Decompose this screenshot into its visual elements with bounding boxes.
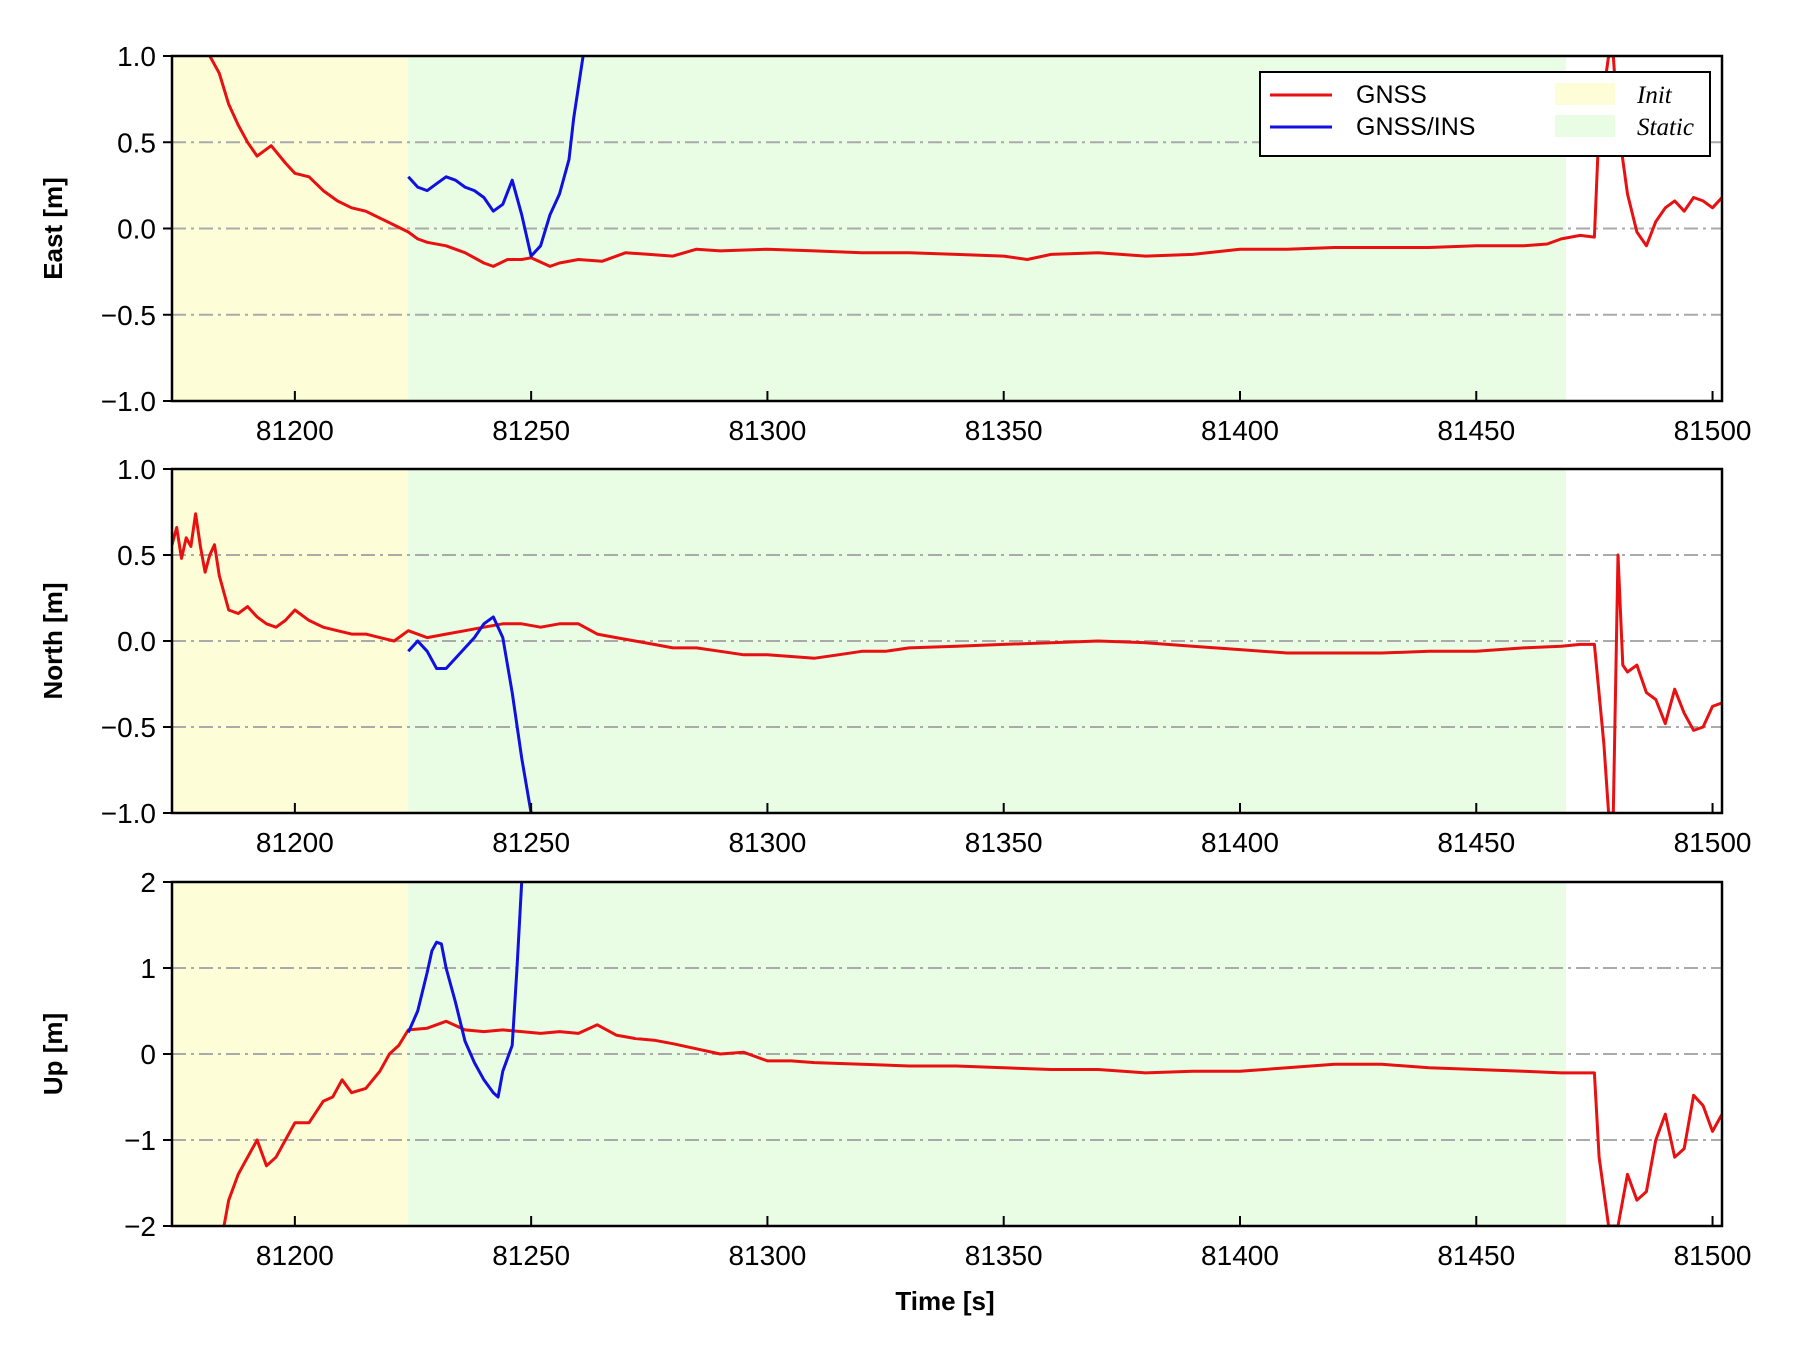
legend-label-gnss-ins: GNSS/INS <box>1356 113 1475 141</box>
legend-label-static: Static <box>1637 114 1694 141</box>
series-group <box>208 56 1722 268</box>
x-tick-label: 81400 <box>1201 415 1279 446</box>
x-tick-label: 81250 <box>492 1240 570 1271</box>
x-tick-label: 81400 <box>1201 827 1279 858</box>
x-tick-label: 81450 <box>1437 415 1515 446</box>
y-axis-label: East [m] <box>38 177 68 280</box>
series-line-gnss <box>208 56 1722 268</box>
series-line-gnss <box>222 1019 1722 1226</box>
legend-box <box>1259 71 1711 157</box>
y-axis-label: Up [m] <box>38 1013 68 1095</box>
y-tick-label: 0.5 <box>117 127 156 158</box>
x-tick-label: 81300 <box>728 827 806 858</box>
series-line-gnss-ins <box>407 56 585 258</box>
y-tick-label: −0.5 <box>101 300 156 331</box>
y-tick-label: −0.5 <box>101 712 156 743</box>
x-tick-label: 81500 <box>1674 827 1752 858</box>
x-tick-label: 81350 <box>965 1240 1043 1271</box>
x-tick-label: 81300 <box>728 1240 806 1271</box>
y-tick-label: −1.0 <box>101 386 156 417</box>
series-line-gnss-ins <box>406 882 524 1099</box>
series-group <box>172 512 1722 813</box>
x-tick-label: 81500 <box>1674 415 1752 446</box>
x-tick-label: 81350 <box>965 415 1043 446</box>
x-tick-label: 81200 <box>256 1240 334 1271</box>
legend-label-init: Init <box>1636 82 1673 109</box>
legend: GNSS GNSS/INS Init Static <box>1259 71 1711 157</box>
y-axis-label: North [m] <box>38 583 68 700</box>
y-tick-label: 1.0 <box>117 454 156 485</box>
y-tick-label: −2 <box>124 1211 156 1242</box>
x-tick-label: 81200 <box>256 827 334 858</box>
x-tick-label: 81250 <box>492 415 570 446</box>
legend-swatch-init <box>1555 83 1615 105</box>
y-tick-label: 0.0 <box>117 626 156 657</box>
x-tick-label: 81450 <box>1437 827 1515 858</box>
y-tick-label: 2 <box>140 867 156 898</box>
series-line-gnss <box>172 512 1722 813</box>
x-tick-label: 81450 <box>1437 1240 1515 1271</box>
x-tick-label: 81300 <box>728 415 806 446</box>
x-tick-label: 81400 <box>1201 1240 1279 1271</box>
y-tick-label: 0 <box>140 1039 156 1070</box>
legend-swatch-static <box>1555 115 1615 137</box>
y-tick-label: 1.0 <box>117 41 156 72</box>
x-axis-label: Time [s] <box>895 1286 994 1316</box>
y-tick-label: 1 <box>140 953 156 984</box>
north-panel: 81200 81250 81300 81350 81400 81450 81500 −1.0 −… <box>38 454 1751 858</box>
legend-label-gnss: GNSS <box>1356 81 1427 109</box>
x-tick-label: 81200 <box>256 415 334 446</box>
east-panel: 81200 81250 81300 81350 81400 81450 81500 −1.0 −… <box>38 41 1751 446</box>
x-tick-label: 81250 <box>492 827 570 858</box>
y-tick-label: 0.0 <box>117 214 156 245</box>
series-line-gnss-ins <box>407 615 533 813</box>
x-tick-label: 81500 <box>1674 1240 1752 1271</box>
up-panel: 81200 81250 81300 81350 81400 81450 81500 −2 −1 0… <box>38 867 1751 1271</box>
y-tick-label: −1.0 <box>101 798 156 829</box>
y-tick-label: 0.5 <box>117 540 156 571</box>
y-tick-label: −1 <box>124 1125 156 1156</box>
x-tick-label: 81350 <box>965 827 1043 858</box>
series-group <box>222 882 1722 1226</box>
